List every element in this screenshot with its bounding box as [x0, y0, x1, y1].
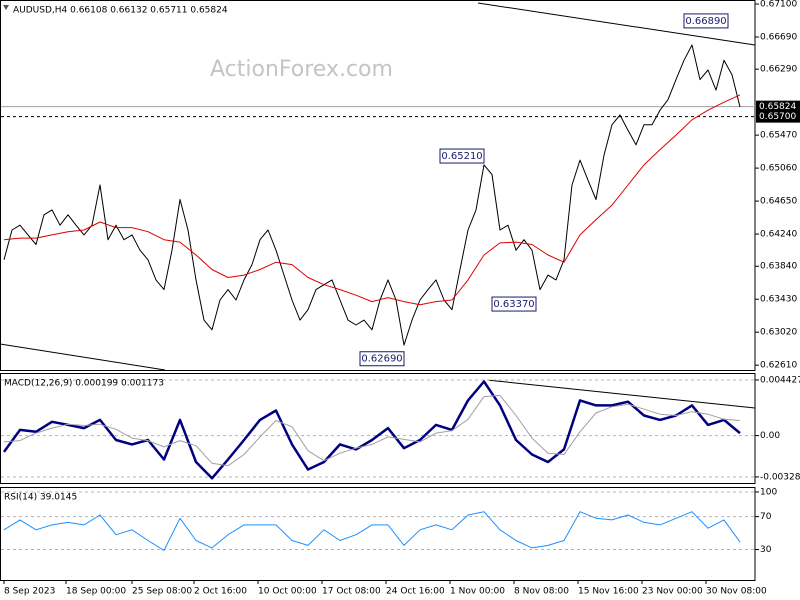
annotation-box	[439, 148, 485, 164]
x-tick-label: 23 Nov 00:00	[642, 587, 703, 597]
y-tick-label: 0.66690	[760, 33, 797, 43]
y-tick-label: 30	[760, 545, 772, 555]
x-tick-label: 8 Nov 08:00	[514, 587, 569, 597]
annotation-box	[359, 351, 405, 367]
x-tick-label: 8 Sep 2023	[4, 587, 55, 597]
y-tick-label: 0.66290	[760, 65, 797, 75]
x-tick-label: 15 Nov 16:00	[578, 587, 639, 597]
y-tick-label: 0.63430	[760, 295, 797, 305]
y-tick-label: 0.64240	[760, 230, 797, 240]
trend-line	[0, 343, 166, 371]
price-level-label: 0.65700	[759, 112, 796, 122]
y-tick-label: 0.63840	[760, 262, 797, 272]
y-tick-label: 70	[760, 512, 772, 522]
x-tick-label: 18 Sep 00:00	[66, 587, 126, 597]
x-tick-label: 25 Sep 08:00	[132, 587, 192, 597]
annotation-label: 0.66890	[685, 16, 726, 27]
panel-frame	[0, 487, 756, 581]
panel-title: AUDUSD,H4 0.66108 0.66132 0.65711 0.6582…	[13, 6, 228, 16]
panel-title: RSI(14) 39.0145	[4, 493, 77, 503]
panel-title: MACD(12,26,9) 0.000199 0.001173	[4, 379, 164, 389]
x-tick-label: 24 Oct 16:00	[386, 587, 445, 597]
y-tick-label: 0.63020	[760, 328, 797, 338]
y-tick-label: 0.62610	[760, 361, 797, 371]
x-tick-label: 10 Oct 00:00	[258, 587, 317, 597]
series-line	[2, 380, 741, 480]
x-tick-label: 30 Nov 08:00	[706, 587, 767, 597]
y-tick-label: 0.004427	[760, 375, 800, 385]
series-line	[3, 44, 741, 346]
y-tick-label: 100	[760, 487, 777, 497]
panel-frame	[0, 373, 756, 484]
annotation-box	[683, 13, 729, 29]
series-line	[3, 94, 741, 306]
x-tick-label: 1 Nov 00:00	[450, 587, 505, 597]
symbol-icon	[3, 5, 9, 10]
annotation-box	[491, 296, 537, 312]
annotation-label: 0.63370	[493, 299, 534, 310]
x-tick-label: 17 Oct 08:00	[322, 587, 381, 597]
x-tick-label: 2 Oct 16:00	[194, 587, 247, 597]
y-tick-label: 0.00	[760, 431, 780, 441]
y-tick-label: -0.003288	[760, 472, 800, 482]
watermark: ActionForex.com	[210, 57, 393, 82]
y-tick-label: 0.64650	[760, 197, 797, 207]
trend-line	[477, 2, 756, 46]
annotation-label: 0.62690	[361, 354, 402, 365]
price-level-box	[756, 100, 800, 113]
price-level-label: 0.65824	[759, 102, 796, 112]
annotation-label: 0.65210	[441, 151, 482, 162]
series-line	[3, 394, 741, 467]
y-tick-label: 0.65060	[760, 164, 797, 174]
y-tick-label: 0.65470	[760, 131, 797, 141]
price-level-box	[756, 110, 800, 123]
series-line	[3, 511, 741, 551]
trend-line	[486, 379, 756, 409]
y-tick-label: 0.67100	[760, 0, 797, 10]
panel-frame	[0, 0, 756, 371]
